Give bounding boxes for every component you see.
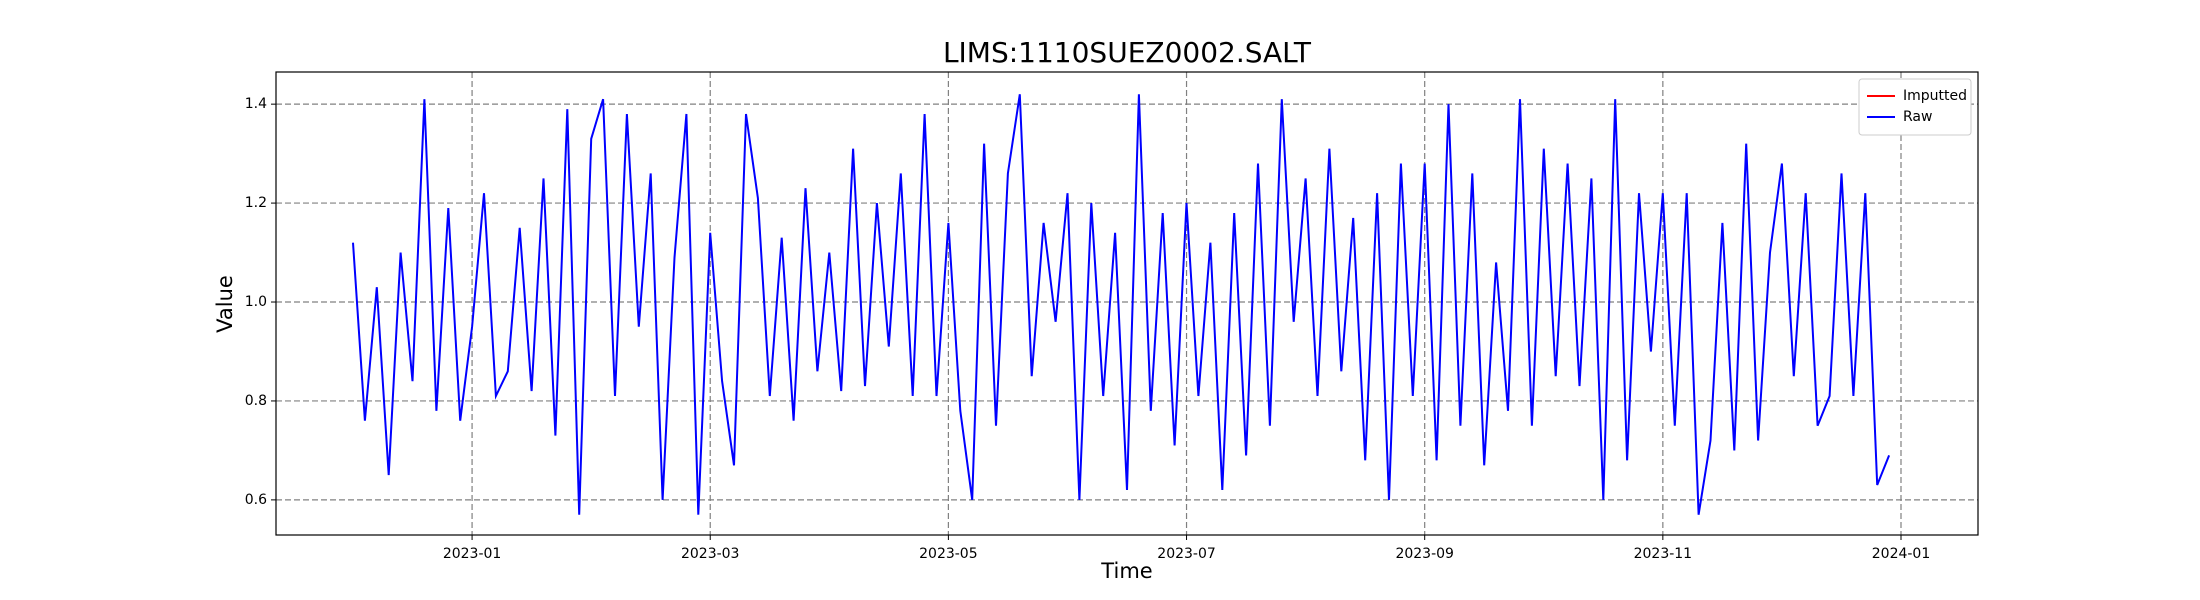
- x-tick-label: 2023-05: [919, 546, 978, 562]
- data-line: [352, 94, 1891, 515]
- plot-frame: [275, 71, 1979, 536]
- x-tick-label: 2023-11: [1634, 546, 1693, 562]
- legend-label: Imputted: [1903, 88, 1967, 104]
- legend-label: Raw: [1903, 109, 1932, 125]
- x-tick-label: 2024-01: [1872, 546, 1931, 562]
- y-tick-label: 0.6: [245, 492, 267, 508]
- x-tick-label: 2023-01: [443, 546, 502, 562]
- x-tick-label: 2023-07: [1157, 546, 1216, 562]
- chart-title: LIMS:1110SUEZ0002.SALT: [943, 36, 1312, 69]
- x-axis-label: Time: [1100, 559, 1152, 583]
- legend-box: [1858, 78, 1972, 136]
- y-tick-label: 1.2: [245, 195, 267, 211]
- x-tick-label: 2023-09: [1395, 546, 1454, 562]
- y-tick-label: 0.8: [245, 393, 267, 409]
- x-tick-label: 2023-03: [681, 546, 740, 562]
- y-axis-label: Value: [213, 275, 237, 333]
- y-tick-label: 1.4: [245, 96, 267, 112]
- y-tick-label: 1.0: [245, 294, 267, 310]
